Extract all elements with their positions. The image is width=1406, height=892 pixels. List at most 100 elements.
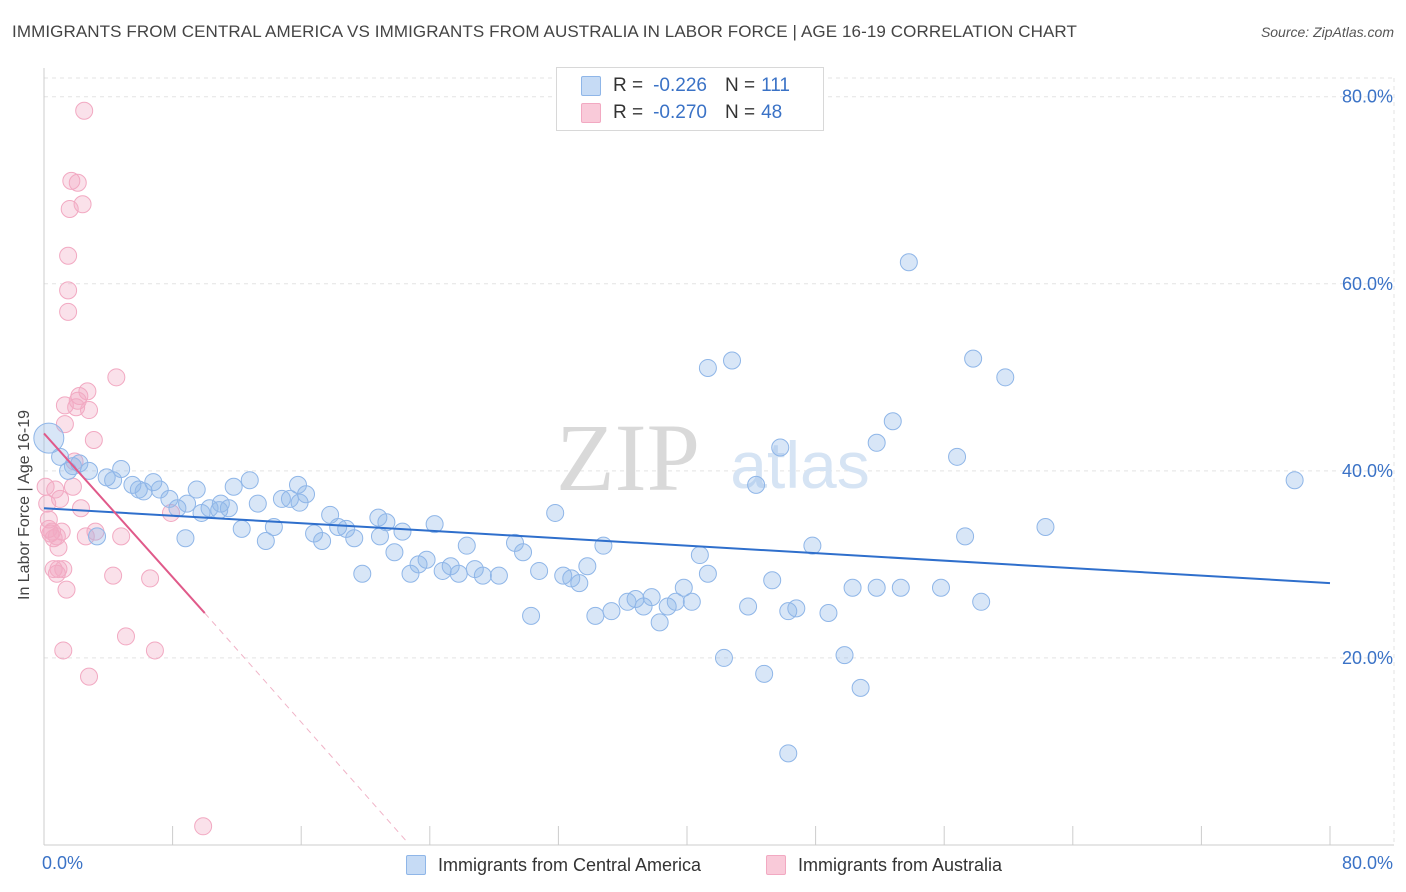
central-america-point (248, 494, 267, 513)
y-tick-label: 40.0% (1342, 461, 1393, 481)
central-america-point (385, 543, 404, 562)
central-america-point (803, 536, 822, 555)
central-america-point (176, 529, 195, 548)
central-america-point (546, 503, 565, 522)
central-america-point (972, 592, 991, 611)
central-america-point (345, 529, 364, 548)
australia-point (78, 382, 97, 401)
central-america-point (417, 550, 436, 569)
australia-points (36, 101, 213, 836)
central-america-point (787, 599, 806, 618)
legend-n-label: N = (724, 102, 756, 123)
central-america-point (714, 648, 733, 667)
central-america-point (522, 606, 541, 625)
central-america-point (755, 664, 774, 683)
australia-point (62, 171, 81, 190)
australia-point (161, 503, 180, 522)
bottom-legend-swatch-pink (766, 855, 786, 875)
central-america-point (1036, 517, 1055, 536)
australia-point (54, 641, 73, 660)
watermark: ZIP atlas (556, 404, 870, 511)
central-america-point (80, 461, 99, 480)
central-america-point (129, 480, 148, 499)
central-america-point (883, 412, 902, 431)
central-america-point (867, 578, 886, 597)
central-america-point (1285, 471, 1304, 490)
legend-swatch-blue (581, 76, 601, 96)
australia-point (57, 580, 76, 599)
legend-r-value: -0.270 (653, 102, 707, 123)
central-america-point (843, 578, 862, 597)
central-america-point (457, 536, 476, 555)
central-america-point (698, 358, 717, 377)
legend-n-label: N = (724, 75, 756, 96)
x-tick-label-min: 0.0% (42, 853, 83, 873)
australia-point (75, 101, 94, 120)
central-america-point (771, 438, 790, 457)
gridlines (44, 77, 1395, 845)
central-america-point (210, 501, 229, 520)
central-america-point (353, 564, 372, 583)
central-america-point (232, 519, 251, 538)
australia-point (52, 522, 71, 541)
central-america-point (723, 351, 742, 370)
bottom-legend-australia: Immigrants from Australia (766, 852, 1002, 878)
central-america-point (666, 592, 685, 611)
central-america-point (867, 433, 886, 452)
chart-title: IMMIGRANTS FROM CENTRAL AMERICA VS IMMIG… (12, 22, 1077, 41)
australia-point (112, 527, 131, 546)
central-america-point (891, 578, 910, 597)
australia-point (107, 368, 126, 387)
central-america-point (187, 480, 206, 499)
central-america-point (240, 471, 259, 490)
stats-legend: R = -0.226 N = 111 R = -0.270 N = 48 (556, 67, 824, 131)
y-axis-label: In Labor Force | Age 16-19 (16, 409, 33, 600)
central-america-point (178, 494, 197, 513)
australia-point (59, 281, 78, 300)
central-america-point (964, 349, 983, 368)
central-america-point (698, 564, 717, 583)
central-america-point (674, 578, 693, 597)
australia-point (71, 499, 90, 518)
central-america-point (642, 588, 661, 607)
central-america-point (578, 557, 597, 576)
legend-r-value: -0.226 (653, 75, 707, 96)
australia-point (46, 480, 65, 499)
central-america-point (224, 477, 243, 496)
central-america-point (97, 468, 116, 487)
central-america-point (763, 571, 782, 590)
central-america-point (123, 475, 142, 494)
australia-point (68, 173, 87, 192)
tick-labels: 20.0% 40.0% 60.0% 80.0% 0.0% 80.0% (42, 87, 1393, 873)
central-america-point (530, 561, 549, 580)
central-america-point (370, 527, 389, 546)
central-america-point (393, 522, 412, 541)
legend-row-australia: R = -0.270 N = 48 (581, 100, 782, 126)
australia-point (59, 246, 78, 265)
central-america-point (948, 447, 967, 466)
central-america-point (256, 532, 275, 551)
australia-point (51, 489, 70, 508)
bottom-legend-central-america: Immigrants from Central America (406, 852, 701, 878)
bottom-legend-swatch-blue (406, 855, 426, 875)
central-america-points (33, 253, 1304, 763)
central-america-point (473, 566, 492, 585)
central-america-point (739, 597, 758, 616)
central-america-trend-line (43, 507, 1331, 585)
y-tick-label: 60.0% (1342, 274, 1393, 294)
legend-swatch-pink (581, 103, 601, 123)
central-america-point (931, 578, 950, 597)
central-america-point (682, 592, 701, 611)
central-america-point (570, 574, 589, 593)
central-america-point (290, 493, 309, 512)
australia-point (80, 667, 99, 686)
y-tick-label: 20.0% (1342, 648, 1393, 668)
australia-trend-line (43, 432, 206, 614)
central-america-point (899, 253, 918, 272)
central-america-point (51, 447, 70, 466)
australia-point (73, 195, 92, 214)
australia-point (54, 560, 73, 579)
central-america-point (690, 546, 709, 565)
source-label: Source: ZipAtlas.com (1260, 24, 1394, 40)
central-america-point (449, 564, 468, 583)
